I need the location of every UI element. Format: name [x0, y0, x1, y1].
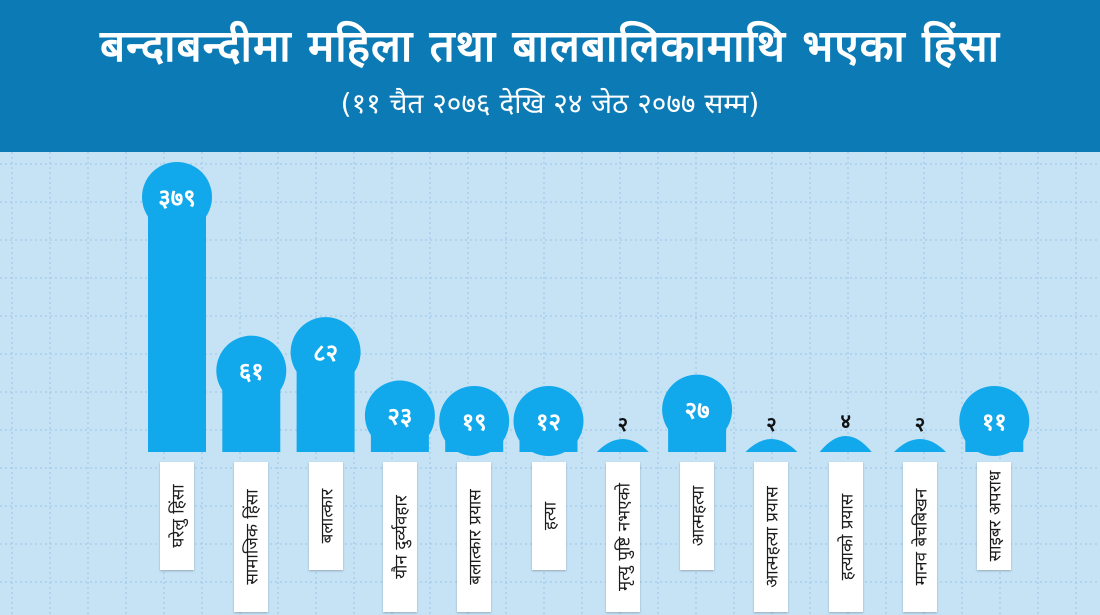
bar-cap	[364, 380, 435, 451]
bar-value-label: २	[766, 412, 776, 436]
category-label-text: आत्महत्या प्रयास	[762, 486, 783, 588]
bar-value-label: ८२	[313, 339, 338, 367]
bar-value-label: ३७९	[158, 184, 195, 212]
bar-cap	[959, 386, 1030, 456]
bar-group: १२	[513, 386, 584, 456]
category-label-text: बलात्कार प्रयास	[465, 489, 486, 585]
bar-value-label: १९	[462, 408, 487, 436]
category-label-text: बलात्कार	[317, 488, 338, 544]
bar-cap	[216, 335, 287, 406]
category-label: हत्याको प्रयास	[828, 462, 863, 612]
category-label: साइबर अपराध	[977, 462, 1012, 570]
bar-value-label: १२	[536, 408, 561, 436]
category-label-text: हत्या	[540, 501, 560, 531]
bar-value-label: ६१	[239, 358, 264, 386]
bar-group: ८२	[290, 317, 361, 452]
bar-value-label: २३	[387, 403, 412, 431]
plot-area: ३७९ ६१ ८२ २३ १९ १२ २ २७ २ ४ २ ११ घरेलु हिंसा सामाजिक…	[0, 152, 1100, 615]
bar-group: ६१	[216, 335, 287, 452]
category-label-text: मृत्यु पुष्टि नभएको	[614, 483, 635, 591]
chart-subtitle: (११ चैत २०७६ देखि २४ जेठ २०७७ सम्म)	[340, 87, 760, 120]
bar-group: ४	[819, 409, 872, 452]
bar-group: २७	[662, 374, 733, 452]
category-label-text: मानव बेचबिखन	[911, 488, 932, 586]
bar-value-label: २७	[685, 397, 710, 425]
bar-value-label: २	[915, 412, 925, 436]
bar-group: २	[745, 412, 798, 452]
category-label-text: साइबर अपराध	[985, 470, 1006, 562]
bar-group: १९	[439, 386, 510, 456]
bar-group: २३	[364, 380, 435, 452]
bar-group: २	[596, 412, 649, 452]
bar-value-label: २	[618, 412, 628, 436]
category-label: आत्महत्या प्रयास	[754, 462, 789, 612]
bar	[745, 439, 798, 452]
chart-title: बन्दाबन्दीमा महिला तथा बालबालिकामाथि भएक…	[99, 21, 1000, 72]
category-label: हत्या	[531, 462, 566, 570]
category-label: मृत्यु पुष्टि नभएको	[605, 462, 640, 612]
category-label-text: हत्याको प्रयास	[837, 493, 858, 581]
bar-cap	[662, 374, 733, 445]
category-label-text: यौन दुर्व्यवहार	[391, 495, 412, 579]
bar	[894, 439, 946, 452]
category-label: सामाजिक हिंसा	[234, 462, 269, 612]
bar-cap	[290, 317, 361, 388]
bar-group: २	[894, 412, 946, 452]
category-label-text: सामाजिक हिंसा	[242, 489, 263, 585]
bar-group: ३७९	[142, 162, 212, 452]
category-label: यौन दुर्व्यवहार	[382, 462, 417, 612]
bar-group: ११	[959, 386, 1030, 456]
category-label: मानव बेचबिखन	[903, 462, 937, 612]
bar	[148, 197, 206, 452]
category-label: आत्महत्या	[680, 462, 715, 570]
chart-header: बन्दाबन्दीमा महिला तथा बालबालिकामाथि भएक…	[0, 0, 1100, 152]
bar-cap	[142, 162, 212, 232]
bar-cap	[513, 386, 584, 456]
category-label-text: घरेलु हिंसा	[168, 484, 189, 548]
bar-value-label: ४	[840, 409, 850, 433]
bar	[819, 436, 872, 452]
category-label: बलात्कार	[308, 462, 343, 570]
category-label: घरेलु हिंसा	[160, 462, 194, 570]
category-label: बलात्कार प्रयास	[457, 462, 492, 612]
bar-cap	[439, 386, 510, 456]
bar	[596, 439, 649, 452]
bar-value-label: ११	[982, 408, 1007, 436]
category-label-text: आत्महत्या	[688, 485, 709, 547]
